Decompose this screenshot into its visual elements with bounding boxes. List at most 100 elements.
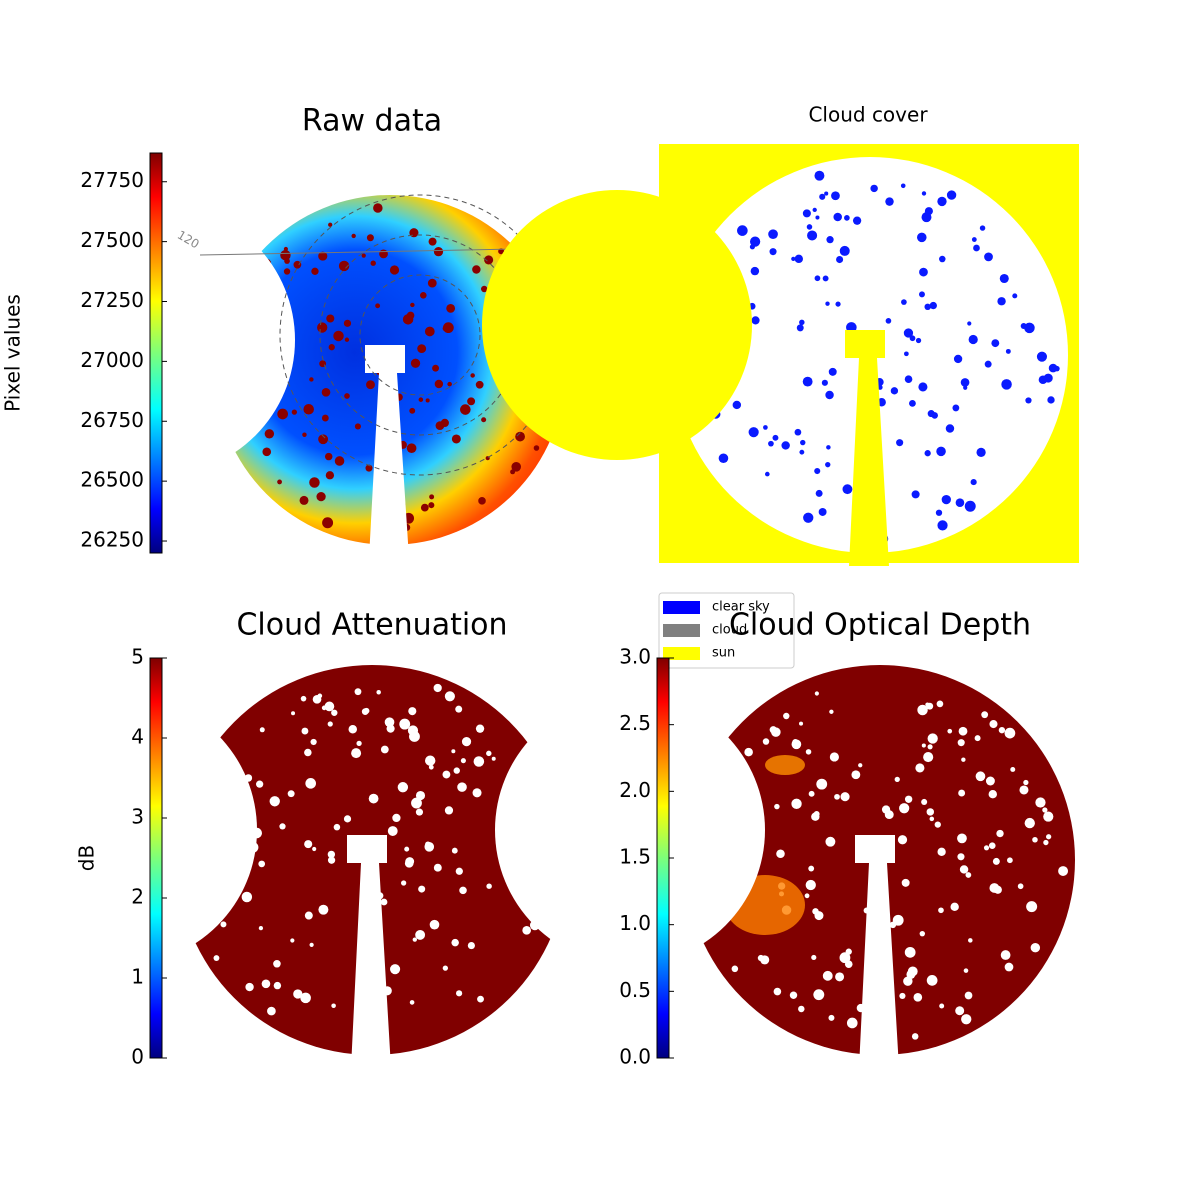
star-spot	[822, 970, 833, 981]
star-spot	[366, 234, 374, 242]
star-spot	[963, 968, 969, 973]
star-spot	[354, 688, 362, 696]
colorbar	[149, 657, 163, 1059]
star-spot	[815, 489, 823, 497]
star-spot	[300, 992, 311, 1004]
colorbar-tick-label: 2.5	[619, 711, 651, 735]
star-spot	[846, 1017, 858, 1029]
star-spot	[831, 191, 840, 201]
star-spot	[459, 886, 467, 895]
star-spot	[327, 856, 336, 864]
star-spot	[946, 190, 957, 200]
star-spot	[1043, 811, 1054, 822]
star-spot	[1036, 351, 1047, 362]
colorbar-tick-label: 27750	[80, 168, 144, 192]
star-spot	[890, 387, 899, 395]
star-spot	[261, 979, 271, 989]
star-spot	[300, 695, 307, 702]
star-spot	[975, 771, 986, 782]
star-spot	[318, 434, 329, 445]
colorbar-tick-label: 0.5	[619, 978, 651, 1002]
star-spot	[835, 301, 841, 307]
star-spot	[262, 447, 272, 457]
star-spot	[996, 829, 1004, 838]
star-spot	[1058, 866, 1069, 876]
star-spot	[324, 701, 335, 712]
star-spot	[533, 445, 540, 451]
star-spot	[792, 739, 799, 746]
star-spot	[424, 842, 435, 852]
star-spot	[380, 898, 388, 906]
star-spot	[428, 237, 437, 246]
star-spot	[407, 725, 419, 736]
star-spot	[444, 806, 454, 815]
star-spot	[1025, 397, 1032, 404]
star-spot	[220, 921, 227, 928]
star-spot	[800, 439, 806, 446]
star-spot	[344, 393, 350, 399]
star-spot	[919, 267, 928, 277]
star-spot	[825, 301, 830, 306]
star-spot	[428, 764, 434, 770]
star-spot	[768, 440, 774, 447]
colorbar	[656, 657, 670, 1059]
colorbar-tick-label: 27000	[80, 348, 144, 372]
star-spot	[304, 748, 312, 757]
star-spot	[918, 382, 928, 392]
star-spot	[317, 322, 328, 333]
star-spot	[829, 709, 834, 714]
star-spot	[433, 247, 444, 257]
star-spot	[958, 726, 968, 736]
star-spot	[387, 826, 398, 836]
star-spot	[433, 683, 442, 693]
star-spot	[805, 749, 812, 755]
star-spot	[1047, 396, 1055, 404]
star-spot	[789, 991, 798, 999]
star-spot	[964, 991, 973, 1000]
star-spot	[976, 447, 986, 457]
star-spot	[425, 755, 436, 766]
star-spot	[515, 431, 525, 442]
star-spot	[773, 987, 782, 996]
star-spot	[442, 770, 451, 779]
star-spot	[491, 756, 496, 761]
star-spot	[425, 398, 430, 403]
star-spot	[293, 260, 302, 269]
star-spot	[269, 796, 280, 807]
star-spot	[900, 183, 906, 189]
star-spot	[919, 930, 926, 937]
star-spot	[1023, 779, 1029, 786]
star-spot	[984, 360, 992, 368]
star-spot	[455, 867, 463, 875]
star-spot	[241, 891, 253, 903]
star-spot	[309, 477, 320, 488]
star-spot	[321, 387, 331, 397]
star-spot	[814, 691, 819, 696]
star-spot	[460, 758, 466, 764]
star-spot	[909, 335, 916, 342]
star-spot	[989, 883, 1000, 893]
star-spot	[835, 972, 845, 982]
star-spot	[799, 449, 805, 455]
star-spot	[814, 170, 825, 181]
star-spot	[749, 244, 755, 250]
star-spot	[799, 319, 805, 326]
star-spot	[419, 291, 427, 299]
star-spot	[299, 495, 309, 505]
star-spot	[273, 981, 282, 990]
star-spot	[309, 942, 314, 947]
star-spot	[457, 782, 467, 792]
star-spot	[418, 885, 426, 893]
star-spot	[1005, 348, 1011, 354]
star-spot	[836, 256, 844, 264]
star-spot	[783, 712, 790, 720]
star-spot	[796, 324, 804, 332]
star-spot	[428, 502, 435, 509]
star-spot	[409, 1000, 415, 1005]
colorbar-tick-label: 4	[131, 725, 144, 749]
star-spot	[833, 212, 842, 222]
star-spot	[903, 976, 913, 986]
colorbar-tick-label: 26750	[80, 408, 144, 432]
star-spot	[279, 823, 286, 830]
